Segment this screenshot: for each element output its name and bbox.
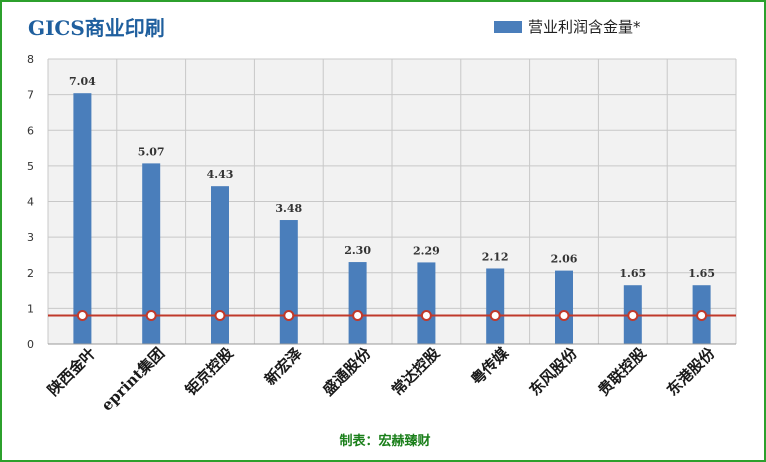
legend: 营业利润含金量* bbox=[494, 16, 641, 37]
bar bbox=[555, 270, 573, 344]
y-tick-label: 4 bbox=[27, 196, 34, 209]
y-tick-label: 6 bbox=[27, 124, 34, 137]
legend-swatch bbox=[494, 20, 522, 33]
line-point bbox=[76, 310, 88, 321]
line-point bbox=[420, 310, 432, 321]
data-label: 1.65 bbox=[688, 267, 715, 280]
y-tick-label: 7 bbox=[27, 89, 34, 102]
y-tick-label: 8 bbox=[27, 53, 34, 66]
y-tick-label: 3 bbox=[27, 231, 34, 244]
x-tick-label: 常达控股 bbox=[388, 343, 444, 399]
bar bbox=[211, 186, 229, 344]
bar bbox=[348, 262, 367, 344]
data-label: 2.12 bbox=[482, 250, 509, 263]
line-point bbox=[145, 310, 157, 321]
data-label: 2.29 bbox=[413, 244, 440, 257]
x-tick-label: 东风股份 bbox=[526, 343, 582, 399]
x-tick-label: 新宏泽 bbox=[261, 344, 306, 389]
bar bbox=[417, 262, 436, 344]
bar bbox=[142, 163, 161, 344]
line-point bbox=[489, 310, 501, 321]
data-label: 2.06 bbox=[551, 253, 578, 266]
y-tick-label: 0 bbox=[27, 338, 34, 351]
line-point bbox=[214, 310, 226, 321]
data-label: 5.07 bbox=[138, 145, 165, 158]
x-tick-label: 钜京控股 bbox=[182, 343, 238, 399]
data-label: 1.65 bbox=[619, 267, 646, 280]
bar bbox=[73, 93, 92, 344]
bar bbox=[486, 268, 505, 344]
x-tick-label: 盛通股份 bbox=[319, 343, 375, 399]
footer-credit: 制表：宏赫臻财 bbox=[339, 434, 431, 449]
data-label: 4.43 bbox=[207, 168, 234, 181]
x-tick-label: eprint集团 bbox=[98, 344, 168, 414]
chart-title: GICS商业印刷 bbox=[28, 16, 165, 40]
data-label: 7.04 bbox=[69, 75, 96, 88]
line-point bbox=[283, 310, 295, 321]
y-tick-label: 2 bbox=[27, 267, 34, 280]
x-tick-label: 贵联控股 bbox=[594, 343, 650, 399]
line-point bbox=[627, 310, 639, 321]
x-tick-label: 粤传媒 bbox=[467, 343, 512, 388]
line-point bbox=[558, 310, 570, 321]
data-label: 3.48 bbox=[275, 202, 302, 215]
bar bbox=[279, 220, 298, 344]
x-tick-label: 陕西金叶 bbox=[44, 344, 99, 399]
legend-label: 营业利润含金量* bbox=[528, 18, 641, 36]
line-point bbox=[352, 310, 364, 321]
y-tick-label: 5 bbox=[27, 160, 34, 173]
line-point bbox=[696, 310, 708, 321]
data-label: 2.30 bbox=[344, 244, 371, 257]
y-tick-label: 1 bbox=[27, 302, 34, 315]
x-tick-label: 东港股份 bbox=[663, 343, 719, 399]
